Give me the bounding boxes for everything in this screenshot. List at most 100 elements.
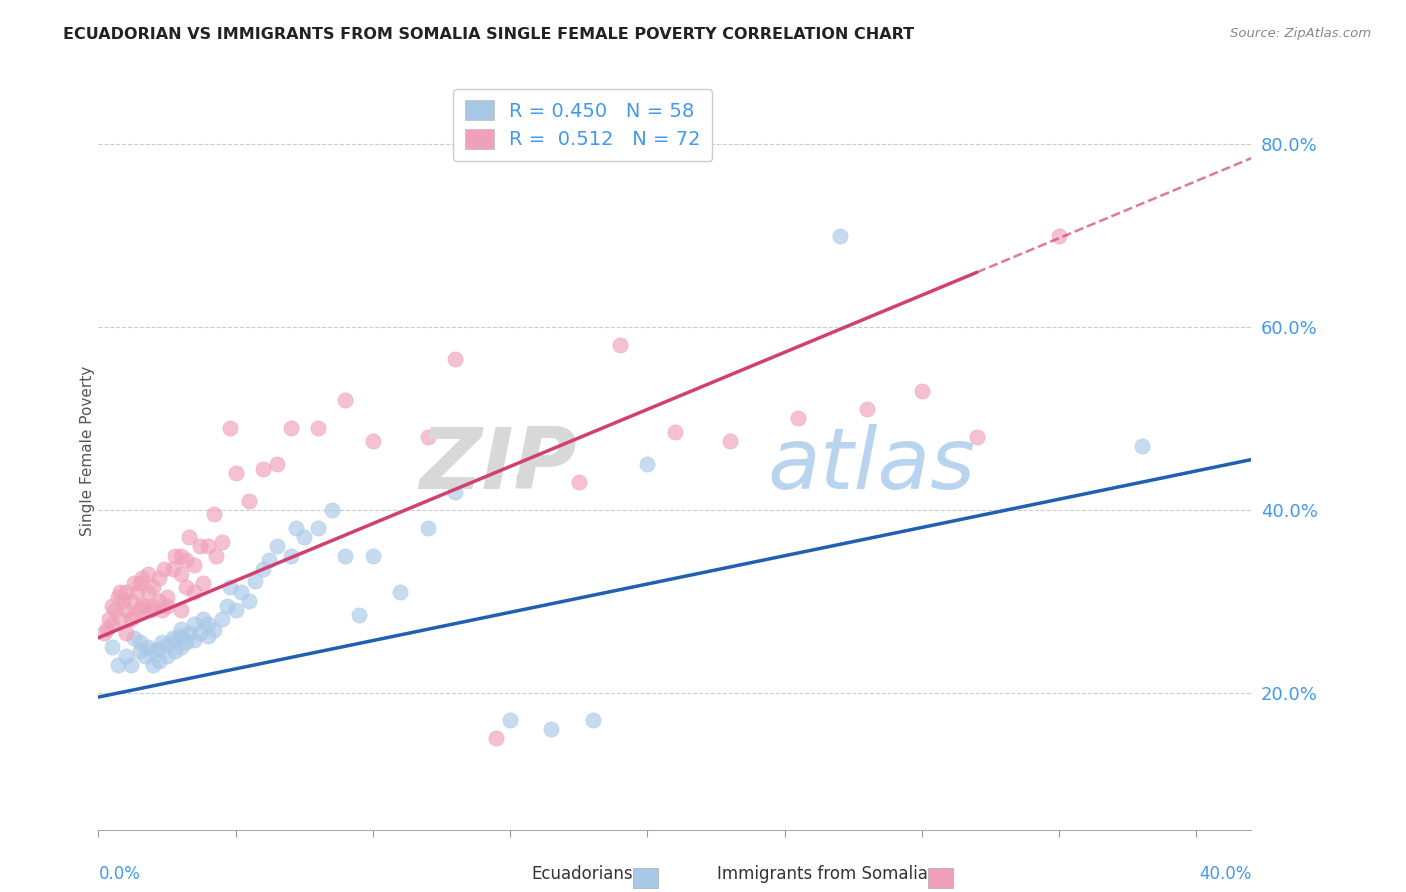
Point	[202, 508, 225, 522]
Point	[131, 599, 153, 613]
Point	[568, 475, 591, 490]
Point	[174, 635, 197, 649]
Point	[202, 624, 225, 638]
Point	[98, 612, 121, 626]
Point	[609, 338, 631, 352]
Point	[191, 612, 214, 626]
Point	[238, 594, 260, 608]
Point	[361, 549, 384, 563]
Point	[128, 635, 150, 649]
Point	[828, 228, 851, 243]
Point	[142, 581, 165, 595]
Point	[170, 549, 193, 563]
Point	[219, 581, 242, 595]
Point	[285, 521, 308, 535]
Point	[280, 420, 302, 434]
Point	[122, 607, 145, 622]
Point	[170, 566, 193, 581]
Point	[165, 549, 187, 563]
Y-axis label: Single Female Poverty: Single Female Poverty	[80, 366, 94, 535]
Point	[148, 654, 170, 668]
Point	[131, 571, 153, 585]
Text: Ecuadorians: Ecuadorians	[531, 865, 633, 883]
Point	[197, 540, 219, 554]
Point	[257, 553, 280, 567]
Point	[444, 484, 467, 499]
Point	[197, 629, 219, 643]
Point	[416, 430, 439, 444]
Point	[136, 566, 159, 581]
Point	[156, 648, 179, 663]
Point	[125, 585, 148, 599]
Point	[128, 575, 150, 590]
Point	[1130, 439, 1153, 453]
Point	[307, 521, 329, 535]
Point	[142, 644, 165, 658]
Text: Immigrants from Somalia: Immigrants from Somalia	[717, 865, 928, 883]
Point	[165, 644, 187, 658]
Point	[787, 411, 810, 425]
Point	[243, 574, 266, 588]
Point	[177, 626, 200, 640]
Point	[197, 617, 219, 632]
Point	[266, 457, 288, 471]
Point	[188, 626, 211, 640]
Point	[321, 503, 343, 517]
Point	[581, 713, 603, 727]
Point	[122, 631, 145, 645]
Point	[110, 585, 132, 599]
Point	[444, 352, 467, 367]
Point	[231, 585, 253, 599]
Text: atlas: atlas	[768, 424, 976, 508]
Text: Source: ZipAtlas.com: Source: ZipAtlas.com	[1230, 27, 1371, 40]
Point	[110, 612, 132, 626]
Point	[183, 632, 205, 647]
Point	[636, 457, 658, 471]
Point	[101, 617, 124, 632]
Point	[183, 617, 205, 632]
Point	[150, 635, 173, 649]
Point	[128, 644, 150, 658]
Point	[911, 384, 934, 398]
Point	[217, 599, 239, 613]
Point	[307, 420, 329, 434]
Point	[107, 658, 129, 673]
Point	[183, 558, 205, 572]
Point	[170, 622, 193, 636]
Point	[104, 603, 127, 617]
Point	[128, 603, 150, 617]
Point	[107, 590, 129, 604]
Point	[389, 585, 412, 599]
Point	[170, 629, 193, 643]
Point	[191, 575, 214, 590]
Point	[162, 631, 184, 645]
Point	[292, 530, 315, 544]
Point	[485, 731, 508, 746]
Point	[156, 638, 179, 652]
Point	[122, 575, 145, 590]
Point	[136, 585, 159, 599]
Point	[136, 640, 159, 654]
Point	[966, 430, 988, 444]
Point	[225, 467, 247, 481]
Text: 40.0%: 40.0%	[1199, 865, 1251, 883]
Point	[148, 594, 170, 608]
Point	[115, 603, 138, 617]
Point	[205, 549, 228, 563]
Point	[718, 434, 741, 449]
Text: 0.0%: 0.0%	[98, 865, 141, 883]
Point	[499, 713, 522, 727]
Point	[115, 585, 138, 599]
Point	[96, 622, 118, 636]
Point	[1047, 228, 1070, 243]
Point	[142, 658, 165, 673]
Point	[139, 603, 162, 617]
Point	[120, 594, 142, 608]
Point	[101, 640, 124, 654]
Point	[153, 562, 176, 576]
Point	[150, 603, 173, 617]
Point	[156, 590, 179, 604]
Point	[165, 632, 187, 647]
Point	[664, 425, 686, 440]
Point	[513, 471, 536, 485]
